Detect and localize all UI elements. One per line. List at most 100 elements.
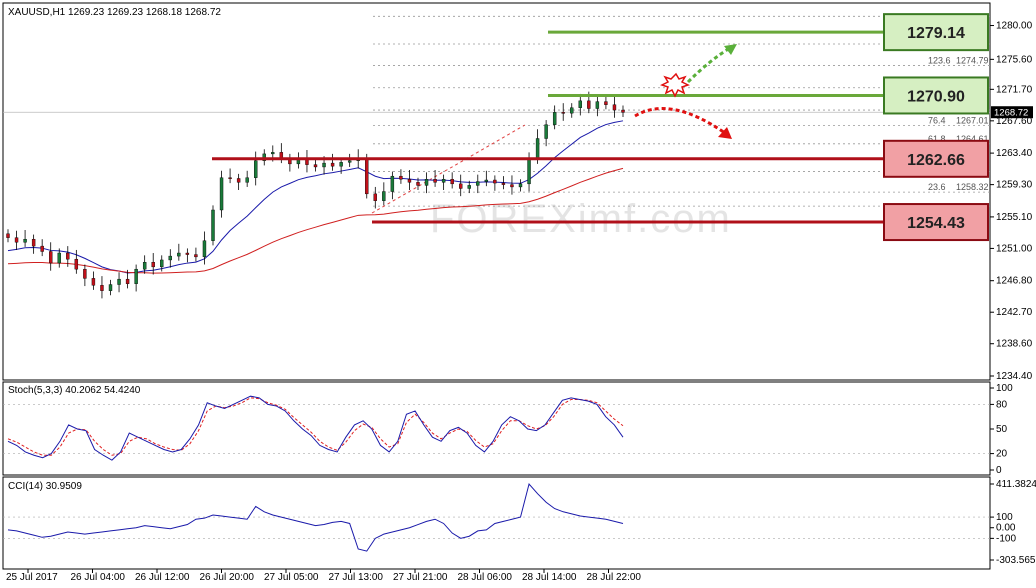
candle-body (382, 191, 386, 201)
last-price-label: 1268.72 (994, 108, 1028, 119)
candle-body (595, 101, 600, 109)
candle-body (476, 181, 480, 186)
candle-body (493, 179, 497, 184)
x-tick-label: 28 Jul 14:00 (522, 572, 577, 583)
cci-header: CCI(14) 30.9509 (8, 481, 82, 492)
bear-arrow (634, 107, 726, 135)
y-tick-label: 1263.40 (996, 148, 1033, 159)
y-tick-label: 1242.70 (996, 307, 1033, 318)
candle-body (322, 162, 326, 168)
y-tick-label: 1275.60 (996, 54, 1033, 65)
fib-level-label: 123.6 (928, 56, 951, 66)
candle-body (510, 184, 514, 188)
candle-body (228, 177, 232, 179)
y-axis: 1280.00 1275.60 1271.70 1267.60 1263.40 1259.… (3, 21, 1033, 382)
y-tick-label: 1280.00 (996, 21, 1033, 32)
candle-body (117, 278, 121, 285)
y-tick-label: 1267.60 (996, 116, 1033, 127)
candle-body (407, 179, 412, 183)
x-tick-label: 26 Jul 04:00 (71, 572, 126, 583)
x-tick-label: 26 Jul 12:00 (135, 572, 190, 583)
fib-level-label: 61.8 (928, 134, 946, 144)
level-label: 1254.43 (907, 215, 965, 232)
stoch-tick-label: 20 (996, 449, 1008, 460)
candle-body (416, 182, 420, 186)
candle-body (211, 209, 215, 241)
candle-body (373, 193, 377, 201)
cci-tick-label: 0.00 (996, 523, 1016, 534)
levels: 1279.14 1270.90 1262.66 1254.43 (212, 13, 989, 242)
candle-body (604, 101, 608, 105)
candle-body (142, 262, 147, 270)
candle-body (433, 179, 437, 183)
candle-body (57, 252, 61, 264)
bull-arrow-head-icon (724, 44, 737, 55)
cci-tick-label: 100 (996, 512, 1013, 523)
candle-body (194, 254, 198, 258)
candle-body (66, 252, 70, 260)
x-tick-label: 28 Jul 22:00 (587, 572, 642, 583)
candle-body (134, 268, 138, 284)
x-tick-label: 27 Jul 05:00 (264, 572, 319, 583)
candle-body (330, 162, 335, 167)
candle-body (313, 164, 318, 168)
x-tick-label: 27 Jul 13:00 (329, 572, 384, 583)
stoch-panel (2, 381, 991, 476)
main-header: XAUUSD,H1 1269.23 1269.23 1268.18 1268.7… (8, 7, 221, 18)
stoch-tick-label: 0 (996, 465, 1002, 476)
watermark: FOREXimf.com (430, 197, 732, 241)
level-box (883, 203, 989, 242)
stoch-axis: 100 80 50 20 0 (3, 383, 1013, 476)
level-label: 1270.90 (907, 88, 965, 105)
cci-line (7, 483, 624, 552)
fib-price-label: 1274.79 (956, 56, 989, 66)
cci-lines (7, 483, 624, 552)
candle-body (587, 100, 591, 109)
candle-body (125, 278, 130, 284)
x-tick-label: 27 Jul 21:00 (393, 572, 448, 583)
candle-body (83, 268, 87, 279)
candle-body (160, 259, 164, 268)
cci-tick-label: 411.3824 (996, 479, 1036, 490)
main-panel (2, 2, 991, 381)
candle-body (552, 112, 557, 125)
candle-body (245, 177, 249, 183)
candle-body (339, 162, 343, 167)
candle-body (347, 160, 352, 163)
candle-body (501, 182, 506, 185)
candle-body (518, 183, 523, 188)
fib-level-label: 23.6 (928, 182, 946, 192)
candle-body (399, 175, 403, 180)
candle-body (23, 238, 27, 243)
stoch-tick-label: 80 (996, 399, 1008, 410)
candle-body (31, 238, 36, 247)
candle-body (91, 278, 96, 286)
candle-body (578, 100, 582, 108)
candle-body (108, 284, 113, 291)
candle-body (14, 237, 19, 243)
y-tick-label: 1234.40 (996, 371, 1033, 382)
fib-price-label: 1258.32 (956, 182, 989, 192)
x-axis: 25 Jul 2017 26 Jul 04:00 26 Jul 12:00 26 Ju… (6, 569, 641, 583)
candle-body (40, 245, 44, 252)
candle-body (185, 252, 190, 255)
candle-body (570, 107, 574, 114)
stoch-main-line (7, 395, 624, 461)
stoch-tick-label: 50 (996, 424, 1008, 435)
x-tick-label: 28 Jul 06:00 (458, 572, 513, 583)
level-box (883, 13, 989, 52)
y-tick-label: 1271.70 (996, 84, 1033, 95)
ma-slow-line (7, 167, 624, 274)
candle-body (459, 183, 463, 189)
level-label: 1262.66 (907, 152, 965, 169)
candle-body (450, 179, 454, 185)
fib-price-label: 1264.61 (956, 134, 989, 144)
y-tick-label: 1246.80 (996, 276, 1033, 287)
candle-body (535, 138, 540, 160)
y-tick-label: 1251.00 (996, 243, 1033, 254)
y-tick-label: 1238.60 (996, 339, 1033, 350)
stoch-header: Stoch(5,3,3) 40.2062 54.4240 (8, 385, 141, 396)
